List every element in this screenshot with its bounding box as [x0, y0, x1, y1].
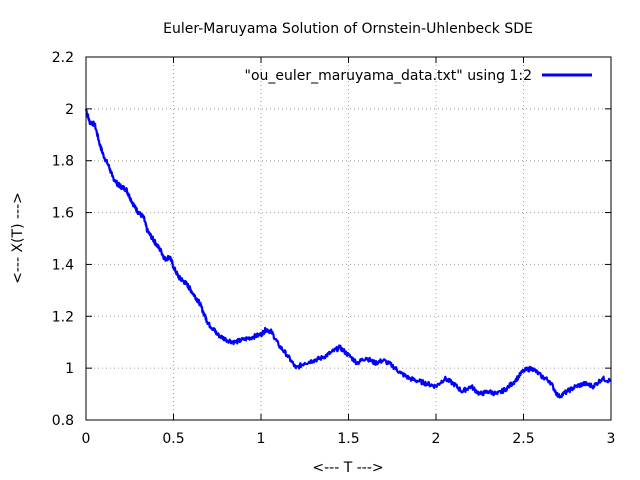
x-tick-label: 3 — [607, 431, 616, 447]
chart-title: Euler-Maruyama Solution of Ornstein-Uhle… — [163, 21, 533, 37]
plot-border — [85, 56, 612, 421]
grid-lines — [86, 57, 611, 420]
x-tick-labels: 0 0.5 1 1.5 2 2.5 3 — [82, 431, 616, 447]
x-tick-label: 2.5 — [512, 431, 534, 447]
x-tick-label: 1 — [257, 431, 266, 447]
y-axis-label: <--- X(T) ---> — [10, 192, 26, 284]
legend-label: "ou_euler_maruyama_data.txt" using 1:2 — [245, 68, 533, 84]
legend: "ou_euler_maruyama_data.txt" using 1:2 — [245, 68, 592, 84]
series-line — [84, 108, 612, 399]
x-axis-label: <--- T ---> — [312, 460, 383, 476]
x-tick-label: 2 — [432, 431, 441, 447]
y-tick-label: 2.2 — [52, 50, 74, 66]
series-layer — [84, 108, 612, 399]
x-tick-label: 0.5 — [162, 431, 184, 447]
y-tick-label: 1.4 — [52, 257, 74, 273]
x-tick-label: 0 — [82, 431, 91, 447]
y-tick-labels: 0.8 1 1.2 1.4 1.6 1.8 2 2.2 — [52, 50, 74, 429]
y-tick-label: 1 — [65, 361, 74, 377]
y-tick-label: 0.8 — [52, 413, 74, 429]
x-tick-label: 1.5 — [337, 431, 359, 447]
y-tick-label: 2 — [65, 102, 74, 118]
y-tick-label: 1.8 — [52, 154, 74, 170]
y-tick-label: 1.2 — [52, 309, 74, 325]
y-tick-label: 1.6 — [52, 206, 74, 222]
